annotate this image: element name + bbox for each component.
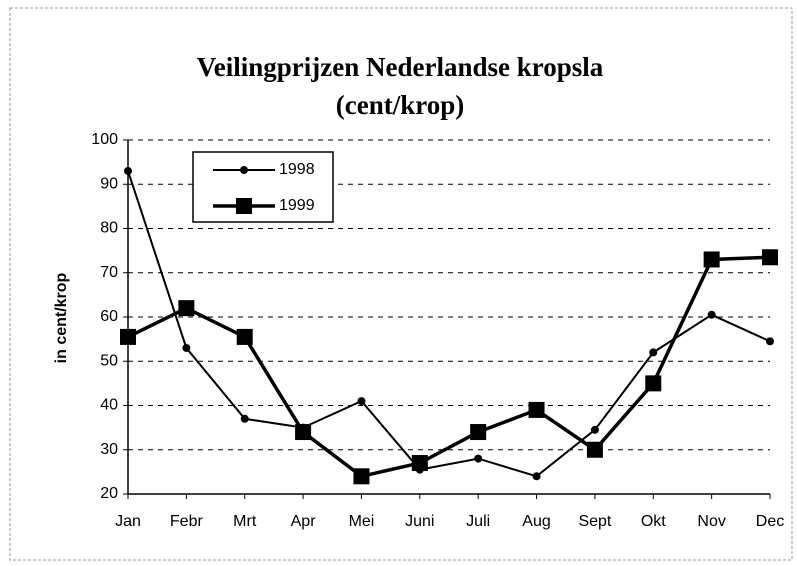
- x-tick-label: Mrt: [233, 513, 257, 530]
- point: [649, 348, 658, 357]
- x-tick-label: Febr: [170, 513, 204, 530]
- chart-subtitle: (cent/krop): [336, 90, 465, 120]
- point: [586, 441, 603, 458]
- point: [236, 328, 253, 345]
- x-tick-label: Apr: [291, 513, 317, 530]
- point: [762, 249, 778, 266]
- y-tick-label: 30: [100, 441, 118, 458]
- series-line: [127, 170, 771, 478]
- point: [703, 251, 720, 268]
- legend-marker: [240, 166, 248, 174]
- point: [470, 424, 487, 441]
- y-tick-label: 20: [100, 485, 118, 502]
- x-tick-label: Dec: [756, 513, 784, 530]
- point: [766, 337, 774, 346]
- x-tick-label: Juli: [466, 513, 490, 530]
- point: [124, 166, 132, 175]
- chart-title: Veilingprijzen Nederlandse kropsla: [197, 52, 604, 82]
- y-tick-label: 100: [91, 131, 118, 148]
- x-tick-label: Aug: [522, 513, 550, 530]
- point: [182, 343, 191, 352]
- point: [532, 472, 541, 481]
- y-tick-label: 70: [100, 264, 118, 281]
- y-tick-label: 80: [100, 220, 118, 237]
- series-line: [127, 255, 771, 479]
- point: [240, 414, 249, 423]
- point: [707, 310, 716, 319]
- point: [474, 454, 483, 463]
- legend-marker: [236, 198, 252, 214]
- y-tick-label: 50: [100, 352, 118, 369]
- x-tick-label: Sept: [578, 513, 611, 530]
- point: [645, 375, 662, 392]
- y-tick-label: 40: [100, 397, 118, 414]
- point: [411, 455, 428, 472]
- legend-box: [192, 151, 334, 223]
- x-tick-label: Mei: [349, 513, 375, 530]
- y-tick-label: 60: [100, 308, 118, 325]
- x-tick-label: Juni: [405, 513, 434, 530]
- x-tick-label: Jan: [115, 513, 141, 530]
- x-tick-label: Nov: [697, 513, 725, 530]
- point: [357, 397, 366, 406]
- point: [178, 300, 195, 317]
- legend-label: 1998: [279, 161, 315, 178]
- point: [120, 328, 136, 345]
- y-axis-label: in cent/krop: [53, 272, 70, 363]
- point: [528, 401, 545, 418]
- point: [295, 424, 312, 441]
- legend-label: 1999: [279, 197, 315, 214]
- x-tick-label: Okt: [641, 513, 666, 530]
- y-tick-label: 90: [100, 175, 118, 192]
- point: [353, 468, 370, 485]
- point: [590, 425, 599, 434]
